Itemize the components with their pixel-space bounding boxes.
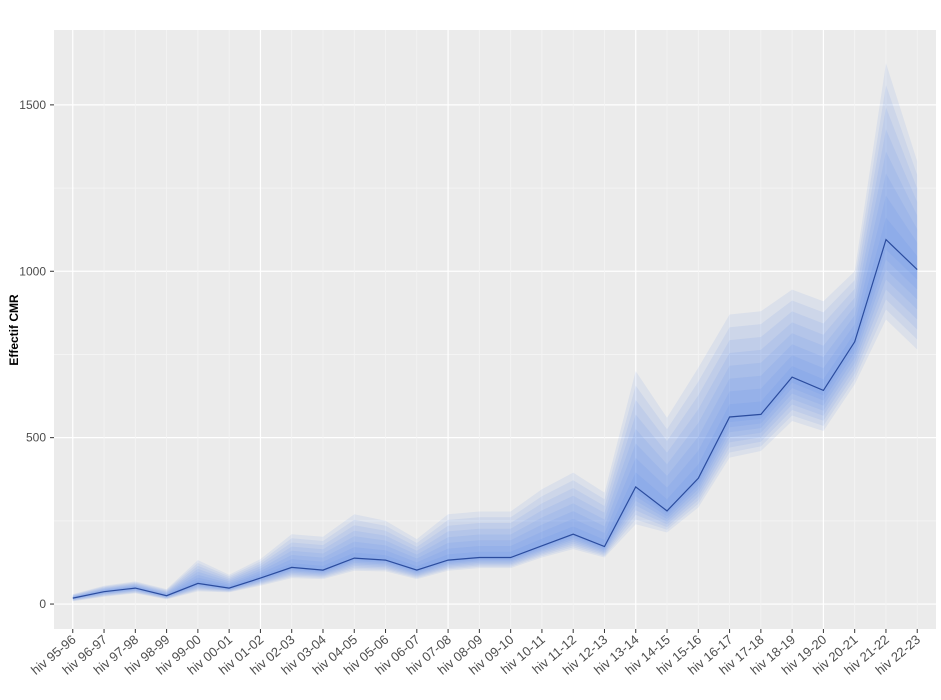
confidence-band <box>72 195 918 599</box>
confidence-band <box>72 173 918 600</box>
y-axis-ticks: 0 500 1000 1500 <box>19 98 54 611</box>
confidence-band <box>72 129 918 601</box>
median-series-line <box>72 238 918 599</box>
confidence-bands <box>72 63 918 602</box>
confidence-band <box>72 151 918 600</box>
confidence-band <box>72 217 918 599</box>
y-tick-label: 1000 <box>19 264 46 278</box>
confidence-band <box>72 85 918 602</box>
confidence-band <box>72 107 918 601</box>
grid-lines <box>54 30 936 629</box>
y-tick-label: 1500 <box>19 98 46 112</box>
y-axis-label: Effectif CMR <box>7 294 21 366</box>
plot-panel <box>54 30 936 629</box>
y-tick-label: 0 <box>39 597 46 611</box>
median-line <box>72 238 918 599</box>
y-tick-label: 500 <box>26 431 46 445</box>
confidence-band <box>72 63 918 602</box>
